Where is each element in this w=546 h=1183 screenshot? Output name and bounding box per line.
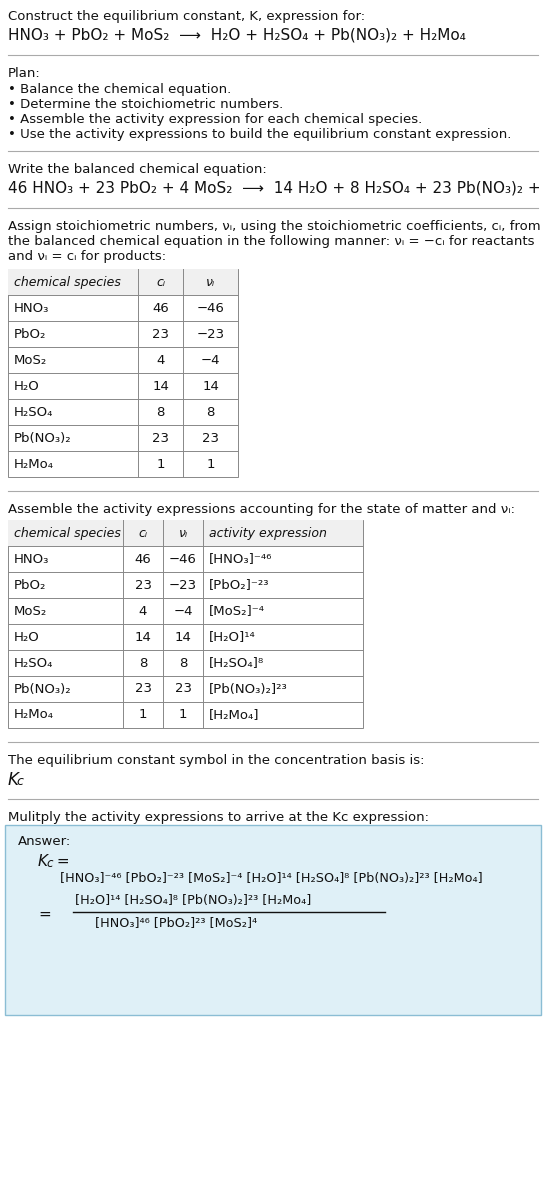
- Text: 1: 1: [139, 709, 147, 722]
- Text: H₂Mo₄: H₂Mo₄: [14, 458, 54, 471]
- Text: 4: 4: [156, 354, 165, 367]
- Text: −46: −46: [169, 552, 197, 565]
- Text: νᵢ: νᵢ: [179, 526, 188, 539]
- Text: Construct the equilibrium constant, K, expression for:: Construct the equilibrium constant, K, e…: [8, 9, 365, 22]
- Text: HNO₃ + PbO₂ + MoS₂  ⟶  H₂O + H₂SO₄ + Pb(NO₃)₂ + H₂Mo₄: HNO₃ + PbO₂ + MoS₂ ⟶ H₂O + H₂SO₄ + Pb(NO…: [8, 27, 466, 43]
- Text: −4: −4: [173, 605, 193, 618]
- Text: νᵢ: νᵢ: [206, 276, 215, 289]
- Text: 8: 8: [206, 406, 215, 419]
- Text: • Assemble the activity expression for each chemical species.: • Assemble the activity expression for e…: [8, 114, 422, 127]
- Text: MoS₂: MoS₂: [14, 354, 48, 367]
- Text: MoS₂: MoS₂: [14, 605, 48, 618]
- Text: 8: 8: [179, 657, 187, 670]
- Text: 4: 4: [139, 605, 147, 618]
- Text: and νᵢ = cᵢ for products:: and νᵢ = cᵢ for products:: [8, 250, 166, 263]
- Text: −23: −23: [197, 328, 224, 341]
- Text: Pb(NO₃)₂: Pb(NO₃)₂: [14, 432, 72, 445]
- Text: [H₂Mo₄]: [H₂Mo₄]: [209, 709, 259, 722]
- Text: H₂Mo₄: H₂Mo₄: [14, 709, 54, 722]
- Text: activity expression: activity expression: [209, 526, 327, 539]
- Text: chemical species: chemical species: [14, 526, 121, 539]
- Text: • Balance the chemical equation.: • Balance the chemical equation.: [8, 83, 232, 96]
- Text: 1: 1: [156, 458, 165, 471]
- Text: [HNO₃]⁻⁴⁶: [HNO₃]⁻⁴⁶: [209, 552, 272, 565]
- Text: 46: 46: [152, 302, 169, 315]
- Bar: [5, 825, 541, 1015]
- Text: 1: 1: [206, 458, 215, 471]
- Text: 14: 14: [152, 380, 169, 393]
- Text: PbO₂: PbO₂: [14, 578, 46, 592]
- Bar: [8, 269, 238, 477]
- Text: Assemble the activity expressions accounting for the state of matter and νᵢ:: Assemble the activity expressions accoun…: [8, 503, 515, 516]
- Text: H₂SO₄: H₂SO₄: [14, 406, 54, 419]
- Text: HNO₃: HNO₃: [14, 302, 49, 315]
- Text: 14: 14: [202, 380, 219, 393]
- Text: −46: −46: [197, 302, 224, 315]
- Text: Plan:: Plan:: [8, 67, 41, 80]
- Text: HNO₃: HNO₃: [14, 552, 49, 565]
- Text: PbO₂: PbO₂: [14, 328, 46, 341]
- Text: 46 HNO₃ + 23 PbO₂ + 4 MoS₂  ⟶  14 H₂O + 8 H₂SO₄ + 23 Pb(NO₃)₂ + H₂Mo₄: 46 HNO₃ + 23 PbO₂ + 4 MoS₂ ⟶ 14 H₂O + 8 …: [8, 180, 546, 195]
- Text: =: =: [52, 854, 70, 870]
- Text: Answer:: Answer:: [18, 835, 71, 848]
- Text: Assign stoichiometric numbers, νᵢ, using the stoichiometric coefficients, cᵢ, fr: Assign stoichiometric numbers, νᵢ, using…: [8, 220, 541, 233]
- Bar: [8, 521, 363, 728]
- Text: Mulitply the activity expressions to arrive at the Kᴄ expression:: Mulitply the activity expressions to arr…: [8, 812, 429, 825]
- Text: [HNO₃]⁴⁶ [PbO₂]²³ [MoS₂]⁴: [HNO₃]⁴⁶ [PbO₂]²³ [MoS₂]⁴: [95, 916, 257, 929]
- Text: K: K: [38, 854, 48, 870]
- Text: chemical species: chemical species: [14, 276, 121, 289]
- Text: c: c: [16, 775, 23, 788]
- Text: 8: 8: [139, 657, 147, 670]
- Text: [MoS₂]⁻⁴: [MoS₂]⁻⁴: [209, 605, 265, 618]
- Text: =: =: [38, 907, 51, 922]
- Text: [HNO₃]⁻⁴⁶ [PbO₂]⁻²³ [MoS₂]⁻⁴ [H₂O]¹⁴ [H₂SO₄]⁸ [Pb(NO₃)₂]²³ [H₂Mo₄]: [HNO₃]⁻⁴⁶ [PbO₂]⁻²³ [MoS₂]⁻⁴ [H₂O]¹⁴ [H₂…: [60, 872, 483, 885]
- Text: −23: −23: [169, 578, 197, 592]
- Text: 8: 8: [156, 406, 165, 419]
- Text: 23: 23: [152, 432, 169, 445]
- Text: −4: −4: [201, 354, 220, 367]
- Text: [H₂SO₄]⁸: [H₂SO₄]⁸: [209, 657, 264, 670]
- Text: 14: 14: [175, 631, 192, 644]
- Text: 1: 1: [179, 709, 187, 722]
- Text: H₂O: H₂O: [14, 631, 40, 644]
- Text: [H₂O]¹⁴ [H₂SO₄]⁸ [Pb(NO₃)₂]²³ [H₂Mo₄]: [H₂O]¹⁴ [H₂SO₄]⁸ [Pb(NO₃)₂]²³ [H₂Mo₄]: [75, 894, 311, 907]
- Text: the balanced chemical equation in the following manner: νᵢ = −cᵢ for reactants: the balanced chemical equation in the fo…: [8, 235, 535, 248]
- Text: [Pb(NO₃)₂]²³: [Pb(NO₃)₂]²³: [209, 683, 288, 696]
- Text: 23: 23: [202, 432, 219, 445]
- Text: H₂O: H₂O: [14, 380, 40, 393]
- Text: Pb(NO₃)₂: Pb(NO₃)₂: [14, 683, 72, 696]
- Text: Write the balanced chemical equation:: Write the balanced chemical equation:: [8, 163, 267, 176]
- Text: 23: 23: [134, 578, 151, 592]
- Text: 23: 23: [175, 683, 192, 696]
- Text: cᵢ: cᵢ: [139, 526, 147, 539]
- Text: • Use the activity expressions to build the equilibrium constant expression.: • Use the activity expressions to build …: [8, 128, 512, 141]
- Text: H₂SO₄: H₂SO₄: [14, 657, 54, 670]
- Text: c: c: [46, 856, 52, 870]
- Text: [PbO₂]⁻²³: [PbO₂]⁻²³: [209, 578, 270, 592]
- Text: [H₂O]¹⁴: [H₂O]¹⁴: [209, 631, 256, 644]
- Text: 23: 23: [134, 683, 151, 696]
- Text: 14: 14: [134, 631, 151, 644]
- Bar: [8, 521, 363, 547]
- Bar: [8, 269, 238, 295]
- Text: 46: 46: [135, 552, 151, 565]
- Text: 23: 23: [152, 328, 169, 341]
- Text: • Determine the stoichiometric numbers.: • Determine the stoichiometric numbers.: [8, 98, 283, 111]
- Text: K: K: [8, 771, 19, 789]
- Text: The equilibrium constant symbol in the concentration basis is:: The equilibrium constant symbol in the c…: [8, 754, 424, 767]
- Text: cᵢ: cᵢ: [156, 276, 165, 289]
